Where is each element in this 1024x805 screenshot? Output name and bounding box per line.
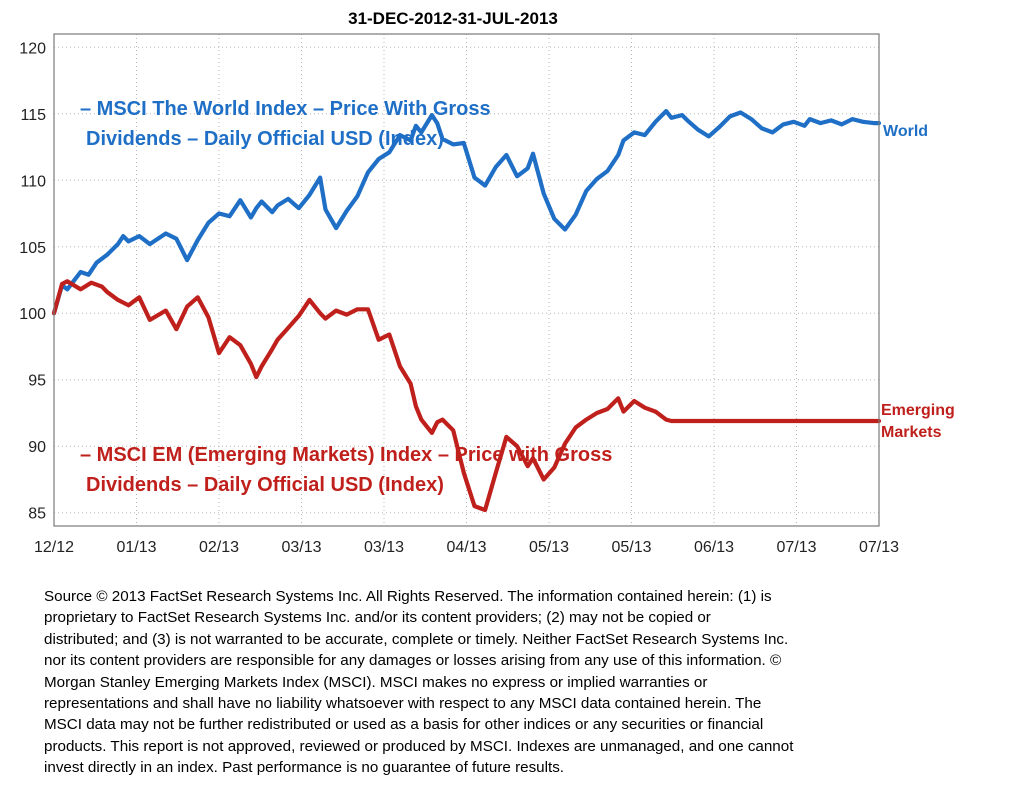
y-tick-label: 110 — [20, 173, 46, 190]
legend-text: – MSCI The World Index – Price With Gros… — [80, 98, 491, 120]
y-tick-label: 95 — [28, 373, 46, 390]
y-tick-label: 105 — [19, 240, 46, 257]
world-end-label: World — [883, 123, 928, 140]
x-tick-label: 12/12 — [34, 539, 74, 556]
x-tick-label: 01/13 — [116, 539, 156, 556]
y-tick-label: 120 — [19, 40, 46, 57]
x-axis-ticks: 12/12 01/13 02/13 03/13 03/13 04/13 05/13 05/13… — [34, 539, 899, 556]
x-tick-label: 05/13 — [529, 539, 569, 556]
footnote-line: products. This report is not approved, r… — [44, 737, 794, 755]
line-chart: 31-DEC-2012-31-JUL-2013 85 90 95 100 105 110 1… — [19, 9, 955, 556]
legend-text: Dividends – Daily Official USD (Index) — [86, 474, 444, 496]
footnote-line: Morgan Stanley Emerging Markets Index (M… — [44, 673, 708, 691]
y-tick-label: 85 — [28, 506, 46, 523]
legend-text: Dividends – Daily Official USD (Index) — [86, 128, 444, 150]
footnote-line: nor its content providers are responsibl… — [44, 652, 782, 670]
y-tick-label: 100 — [19, 306, 46, 323]
y-tick-label: 115 — [20, 107, 46, 124]
footnote-line: Source © 2013 FactSet Research Systems I… — [44, 588, 772, 605]
world-line — [51, 108, 882, 316]
legend: – MSCI The World Index – Price With Gros… — [80, 98, 612, 496]
x-tick-label: 03/13 — [281, 539, 321, 556]
source-disclaimer: Source © 2013 FactSet Research Systems I… — [44, 586, 1004, 779]
chart-title: 31-DEC-2012-31-JUL-2013 — [348, 9, 558, 28]
footnote-line: invest directly in an index. Past perfor… — [44, 759, 565, 777]
x-tick-label: 05/13 — [611, 539, 651, 556]
x-tick-label: 07/13 — [776, 539, 816, 556]
legend-text: – MSCI EM (Emerging Markets) Index – Pri… — [80, 444, 612, 466]
x-tick-label: 03/13 — [364, 539, 404, 556]
em-end-label-line1: Emerging — [881, 402, 955, 419]
y-axis-ticks: 85 90 95 100 105 110 115 120 — [19, 40, 46, 522]
footnote-line: MSCI data may not be further redistribut… — [44, 716, 764, 734]
em-end-label-line2: Markets — [881, 424, 942, 441]
y-tick-label: 90 — [28, 439, 46, 456]
x-tick-label: 06/13 — [694, 539, 734, 556]
series-end-labels: World Emerging Markets — [881, 123, 955, 441]
x-tick-label: 04/13 — [446, 539, 486, 556]
footnote-line: representations and shall have no liabil… — [44, 695, 762, 713]
x-tick-label: 07/13 — [859, 539, 899, 556]
plot-frame — [53, 33, 880, 527]
grid — [54, 34, 879, 526]
series-lines — [51, 108, 882, 513]
footnote-line: proprietary to FactSet Research Systems … — [44, 609, 711, 627]
emerging-markets-line — [51, 279, 882, 513]
x-tick-label: 02/13 — [199, 539, 239, 556]
footnote-line: distributed; and (3) is not warranted to… — [44, 630, 789, 648]
